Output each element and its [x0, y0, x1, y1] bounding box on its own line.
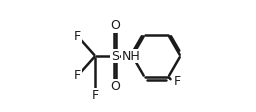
Text: S: S [111, 50, 119, 62]
Text: F: F [74, 69, 81, 82]
Text: O: O [110, 19, 120, 32]
Text: O: O [110, 80, 120, 93]
Text: NH: NH [122, 50, 141, 62]
Text: F: F [173, 75, 180, 88]
Text: F: F [74, 30, 81, 43]
Text: F: F [92, 89, 99, 102]
